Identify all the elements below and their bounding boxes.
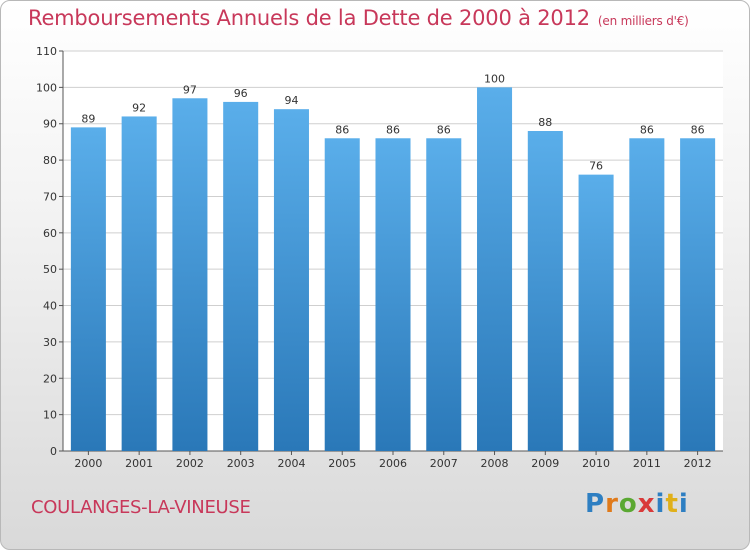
data-label: 86 bbox=[691, 123, 705, 136]
bars bbox=[70, 87, 716, 452]
y-tick-label: 80 bbox=[43, 154, 57, 167]
y-tick-label: 60 bbox=[43, 227, 57, 240]
data-label: 88 bbox=[538, 116, 552, 129]
x-tick-label: 2003 bbox=[227, 457, 255, 470]
chart-title: Remboursements Annuels de la Dette de 20… bbox=[28, 6, 689, 30]
bar bbox=[273, 109, 309, 451]
data-label: 89 bbox=[81, 112, 95, 125]
bar bbox=[375, 138, 411, 452]
x-tick-label: 2007 bbox=[430, 457, 458, 470]
bar bbox=[477, 87, 513, 451]
bar bbox=[172, 98, 208, 451]
y-tick-label: 10 bbox=[43, 409, 57, 422]
bar bbox=[223, 101, 259, 451]
y-tick-label: 30 bbox=[43, 336, 57, 349]
city-name: COULANGES-LA-VINEUSE bbox=[31, 497, 251, 518]
x-tick-label: 2002 bbox=[176, 457, 204, 470]
data-label: 86 bbox=[640, 123, 654, 136]
y-tick-label: 0 bbox=[50, 445, 57, 458]
data-label: 76 bbox=[589, 160, 603, 173]
data-label: 86 bbox=[437, 123, 451, 136]
x-tick-label: 2011 bbox=[633, 457, 661, 470]
x-tick-label: 2004 bbox=[277, 457, 305, 470]
x-tick-label: 2000 bbox=[74, 457, 102, 470]
x-tick-label: 2008 bbox=[481, 457, 509, 470]
x-tick-label: 2010 bbox=[582, 457, 610, 470]
y-tick-label: 100 bbox=[36, 81, 57, 94]
data-label: 92 bbox=[132, 101, 146, 114]
chart-title-text: Remboursements Annuels de la Dette de 20… bbox=[28, 6, 590, 30]
chart-unit: (en milliers d'€) bbox=[597, 14, 689, 28]
y-tick-label: 90 bbox=[43, 118, 57, 131]
bar bbox=[121, 116, 157, 452]
x-tick-label: 2005 bbox=[328, 457, 356, 470]
y-tick-label: 110 bbox=[36, 45, 57, 58]
bar bbox=[324, 138, 360, 452]
y-tick-label: 40 bbox=[43, 300, 57, 313]
bar bbox=[527, 131, 563, 451]
data-label: 96 bbox=[234, 87, 248, 100]
bar bbox=[680, 138, 716, 452]
proxiti-logo[interactable]: Proxiti bbox=[585, 489, 689, 519]
bar bbox=[70, 127, 106, 451]
x-tick-label: 2006 bbox=[379, 457, 407, 470]
y-tick-label: 70 bbox=[43, 190, 57, 203]
x-tick-label: 2012 bbox=[684, 457, 712, 470]
y-tick-label: 50 bbox=[43, 263, 57, 276]
bar bbox=[426, 138, 462, 452]
y-tick-label: 20 bbox=[43, 372, 57, 385]
bar bbox=[629, 138, 665, 452]
data-label: 100 bbox=[484, 72, 505, 85]
x-tick-label: 2009 bbox=[531, 457, 559, 470]
data-label: 86 bbox=[335, 123, 349, 136]
x-tick-label: 2001 bbox=[125, 457, 153, 470]
data-labels: 89 92 97 96 94 86 86 86 100 88 76 86 86 bbox=[81, 72, 704, 172]
data-label: 86 bbox=[386, 123, 400, 136]
data-label: 94 bbox=[284, 94, 298, 107]
data-label: 97 bbox=[183, 83, 197, 96]
bar bbox=[578, 174, 614, 452]
